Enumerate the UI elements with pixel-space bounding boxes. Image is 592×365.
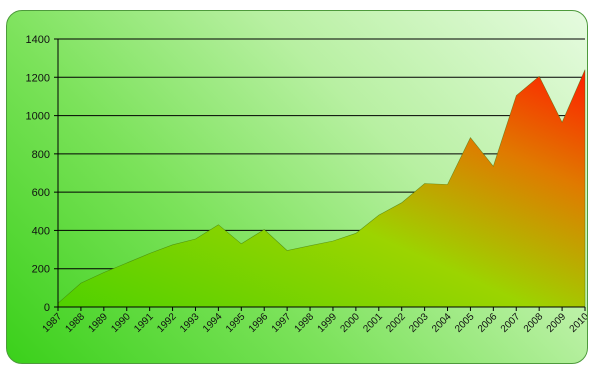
y-tick-label-400: 400: [32, 225, 50, 237]
y-tick-label-200: 200: [32, 264, 50, 276]
x-tick-label-2010: 2010: [568, 311, 587, 335]
y-tick-label-600: 600: [32, 187, 50, 199]
x-tick-label-1989: 1989: [86, 311, 110, 335]
area-series: [57, 69, 586, 308]
x-tick-label-2000: 2000: [338, 311, 362, 335]
y-tick-label-1400: 1400: [26, 34, 50, 46]
x-tick-label-1994: 1994: [201, 311, 225, 335]
y-tick-label-800: 800: [32, 149, 50, 161]
y-tick-labels: 0 200 400 600 800 1000 1200 1400: [26, 34, 50, 314]
x-tick-label-2006: 2006: [476, 311, 500, 335]
area-fill: [57, 69, 586, 308]
x-tick-label-2007: 2007: [499, 311, 523, 335]
x-tick-label-2005: 2005: [453, 311, 477, 335]
x-tick-label-1996: 1996: [247, 311, 271, 335]
x-tick-label-1991: 1991: [132, 311, 156, 335]
x-tick-label-1995: 1995: [224, 311, 248, 335]
x-tick-label-1993: 1993: [178, 311, 202, 335]
y-tick-label-0: 0: [44, 302, 50, 314]
x-tick-label-2002: 2002: [384, 311, 408, 335]
x-tick-label-1998: 1998: [293, 311, 317, 335]
axes: [54, 38, 586, 311]
x-tick-label-2008: 2008: [522, 311, 546, 335]
x-tick-labels: 1987 1988 1989 1990 1991 1992 1993 1994 1995 1996…: [41, 311, 587, 335]
x-tick-label-1997: 1997: [270, 311, 294, 335]
x-tick-label-1999: 1999: [316, 311, 340, 335]
x-tick-label-2001: 2001: [361, 311, 385, 335]
x-tick-label-2009: 2009: [545, 311, 569, 335]
chart-frame: 0 200 400 600 800 1000 1200 1400 1987 1988 1989 19…: [6, 10, 588, 364]
y-tick-label-1200: 1200: [26, 72, 50, 84]
y-tick-label-1000: 1000: [26, 111, 50, 123]
x-tick-label-2003: 2003: [407, 311, 431, 335]
x-tick-label-1988: 1988: [64, 311, 88, 335]
x-tick-label-1990: 1990: [109, 311, 133, 335]
x-tick-label-1992: 1992: [155, 311, 179, 335]
gridlines: [58, 38, 585, 270]
x-tick-label-2004: 2004: [430, 311, 454, 335]
x-tick-label-1987: 1987: [41, 311, 65, 335]
